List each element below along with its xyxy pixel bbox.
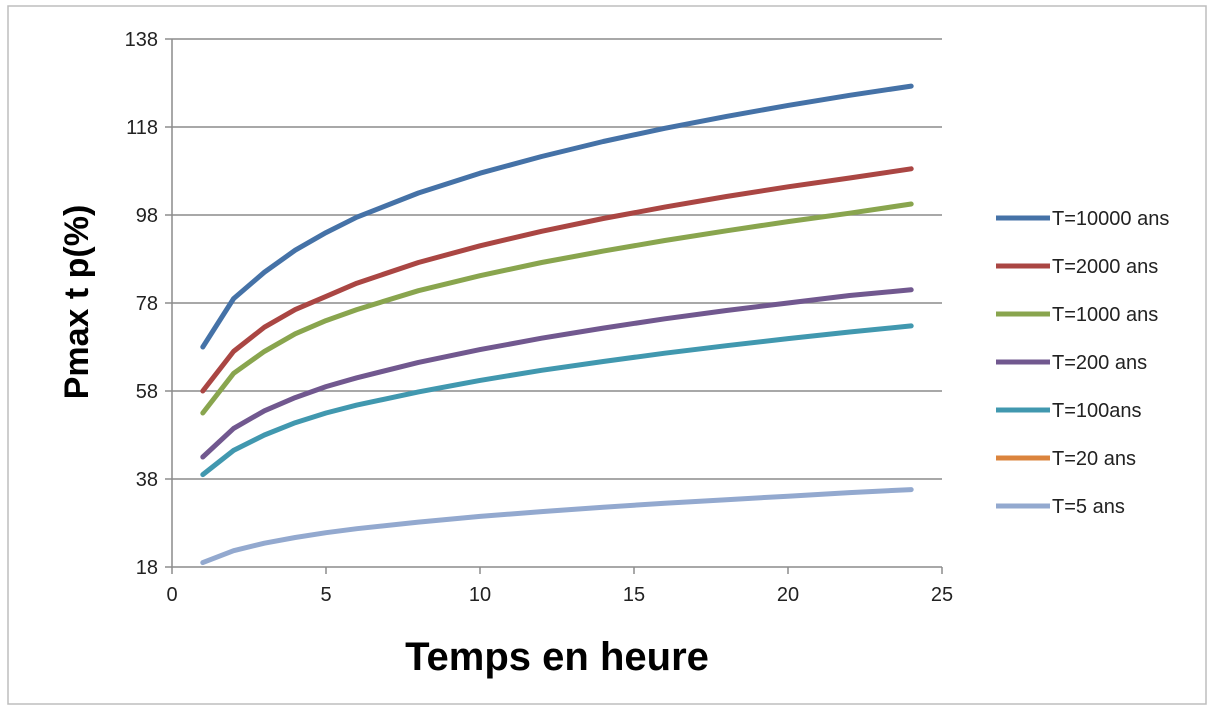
y-tick-label: 18 (136, 557, 158, 579)
legend-label: T=10000 ans (1052, 208, 1169, 230)
x-axis-title: Temps en heure (405, 635, 709, 679)
legend-item: T=100ans (996, 400, 1142, 422)
legend-label: T=20 ans (1052, 448, 1136, 470)
x-tick-label: 0 (166, 584, 177, 606)
x-tick-label: 15 (623, 584, 645, 606)
legend-item: T=20 ans (996, 448, 1136, 470)
x-tick-label: 25 (931, 584, 953, 606)
y-axis-title: Pmax t p(%) (58, 205, 96, 400)
series-line-7 (200, 487, 914, 566)
y-tick-label: 58 (136, 381, 158, 403)
legend: T=10000 ans T=2000 ans T=1000 ans T=200 ans… (996, 208, 1169, 518)
series-line-1 (200, 83, 914, 350)
y-tick-label: 38 (136, 469, 158, 491)
series-line-5 (200, 323, 914, 478)
legend-label: T=2000 ans (1052, 256, 1158, 278)
x-tick-label: 20 (777, 584, 799, 606)
y-tick-label: 138 (125, 29, 158, 51)
gridlines (172, 38, 942, 480)
series-line-4 (200, 287, 914, 460)
legend-item: T=10000 ans (996, 208, 1169, 230)
legend-item: T=5 ans (996, 496, 1125, 518)
x-tick-label: 10 (469, 584, 491, 606)
legend-label: T=5 ans (1052, 496, 1125, 518)
series-line-2 (200, 166, 914, 394)
x-tick-label: 5 (320, 584, 331, 606)
legend-item: T=1000 ans (996, 304, 1158, 326)
legend-label: T=200 ans (1052, 352, 1147, 374)
y-tick-label: 118 (126, 117, 158, 139)
legend-label: T=1000 ans (1052, 304, 1158, 326)
y-tick-label: 98 (136, 205, 158, 227)
series-lines (200, 83, 914, 566)
legend-item: T=2000 ans (996, 256, 1158, 278)
chart-border (7, 5, 1207, 705)
legend-label: T=100ans (1052, 400, 1142, 422)
series-line-3 (200, 201, 914, 416)
axes: 18 38 58 78 98 118 138 0 5 10 15 20 25 (125, 29, 954, 606)
y-tick-label: 78 (136, 293, 158, 315)
legend-item: T=200 ans (996, 352, 1147, 374)
